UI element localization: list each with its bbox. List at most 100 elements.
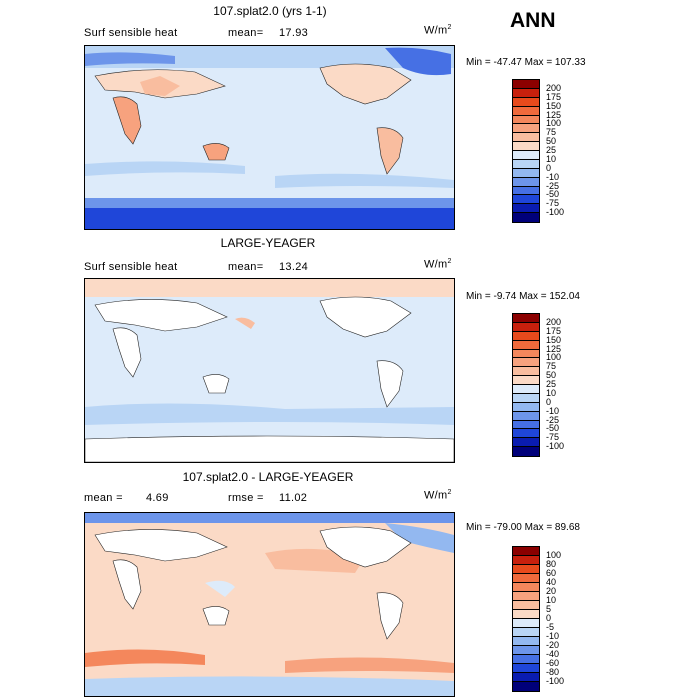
colorbar-tick-label: 0 — [546, 162, 552, 173]
colorbar-tick-label: 75 — [546, 361, 557, 372]
colorbar-swatch — [513, 88, 539, 98]
colorbar-swatch — [513, 168, 539, 178]
colorbar-swatch — [513, 349, 539, 359]
panel-3-colorbar — [512, 546, 540, 692]
colorbar-swatch — [513, 80, 539, 89]
colorbar-swatch — [513, 592, 539, 601]
colorbar-tick-label: -5 — [546, 622, 555, 632]
colorbar-tick-label: -10 — [546, 171, 560, 182]
colorbar-tick-label: 150 — [546, 334, 562, 345]
colorbar-tick-label: 0 — [546, 613, 552, 623]
colorbar-swatch — [513, 142, 539, 151]
panel-2-units: W/m2 — [424, 258, 452, 271]
colorbar-tick-label: -60 — [546, 658, 560, 668]
colorbar-tick-label: 0 — [546, 396, 552, 407]
panel-2-variable-label: Surf sensible heat — [84, 261, 178, 273]
panel-1-variable-label: Surf sensible heat — [84, 27, 178, 39]
panel-3-min-max: Min = -79.00 Max = 89.68 — [466, 522, 580, 533]
colorbar-swatch — [513, 447, 539, 456]
colorbar-swatch — [513, 682, 539, 691]
colorbar-swatch — [513, 177, 539, 187]
colorbar-swatch — [513, 376, 539, 385]
colorbar-swatch — [513, 429, 539, 439]
colorbar-swatch — [513, 159, 539, 169]
panel-2-colorbar — [512, 313, 540, 457]
colorbar-tick-label: 200 — [546, 82, 562, 93]
colorbar-swatch — [513, 664, 539, 673]
panel-3-map — [84, 512, 455, 697]
colorbar-swatch — [513, 556, 539, 565]
colorbar-swatch — [513, 367, 539, 377]
colorbar-tick-label: 20 — [546, 586, 557, 596]
panel-3-title: 107.splat2.0 - LARGE-YEAGER — [182, 470, 354, 484]
colorbar-swatch — [513, 115, 539, 125]
colorbar-swatch — [513, 195, 539, 205]
colorbar-swatch — [513, 619, 539, 628]
colorbar-swatch — [513, 314, 539, 323]
colorbar-tick-label: -80 — [546, 667, 560, 677]
colorbar-swatch — [513, 133, 539, 143]
colorbar-swatch — [513, 438, 539, 448]
panel-1-min-max: Min = -47.47 Max = 107.33 — [466, 57, 586, 68]
panel-1-title: 107.splat2.0 (yrs 1-1) — [213, 4, 327, 18]
colorbar-tick-label: -25 — [546, 414, 560, 425]
colorbar-tick-label: -25 — [546, 180, 560, 191]
colorbar-swatch — [513, 322, 539, 332]
colorbar-tick-label: 5 — [546, 604, 552, 614]
colorbar-tick-label: -75 — [546, 198, 560, 209]
colorbar-tick-label: 175 — [546, 91, 562, 102]
colorbar-swatch — [513, 411, 539, 421]
colorbar-swatch — [513, 655, 539, 664]
panel-3-rmse-label: rmse = — [228, 492, 264, 504]
colorbar-swatch — [513, 628, 539, 637]
colorbar-tick-label: 10 — [546, 595, 557, 605]
colorbar-swatch — [513, 97, 539, 107]
colorbar-tick-label: 10 — [546, 387, 557, 398]
colorbar-swatch — [513, 646, 539, 655]
colorbar-tick-label: 40 — [546, 577, 557, 587]
colorbar-tick-label: 125 — [546, 109, 562, 120]
season-label: ANN — [510, 9, 556, 32]
panel-1-colorbar — [512, 79, 540, 223]
colorbar-tick-label: -10 — [546, 405, 560, 416]
colorbar-swatch — [513, 565, 539, 574]
panel-3-units: W/m2 — [424, 489, 452, 502]
colorbar-swatch — [513, 204, 539, 214]
panel-1-mean-label: mean= — [228, 27, 264, 39]
colorbar-swatch — [513, 610, 539, 619]
colorbar-swatch — [513, 358, 539, 368]
colorbar-swatch — [513, 402, 539, 412]
panel-3-mean-label: mean = — [84, 492, 123, 504]
colorbar-tick-label: -75 — [546, 432, 560, 443]
colorbar-swatch — [513, 186, 539, 196]
colorbar-tick-label: -100 — [546, 441, 565, 452]
colorbar-swatch — [513, 151, 539, 160]
colorbar-tick-label: 80 — [546, 559, 557, 569]
colorbar-swatch — [513, 420, 539, 430]
colorbar-tick-label: 125 — [546, 343, 562, 354]
colorbar-swatch — [513, 213, 539, 222]
colorbar-tick-label: 150 — [546, 100, 562, 111]
colorbar-tick-label: -50 — [546, 189, 560, 200]
colorbar-tick-label: -20 — [546, 640, 560, 650]
colorbar-tick-label: 50 — [546, 370, 557, 381]
colorbar-tick-label: -100 — [546, 207, 565, 218]
colorbar-swatch — [513, 340, 539, 350]
colorbar-tick-label: 50 — [546, 136, 557, 147]
colorbar-swatch — [513, 574, 539, 583]
colorbar-swatch — [513, 673, 539, 682]
panel-2-mean-label: mean= — [228, 261, 264, 273]
colorbar-swatch — [513, 393, 539, 403]
colorbar-tick-label: -40 — [546, 649, 560, 659]
colorbar-swatch — [513, 331, 539, 341]
panel-1-units: W/m2 — [424, 24, 452, 37]
colorbar-tick-label: -100 — [546, 676, 565, 686]
colorbar-tick-label: -10 — [546, 631, 560, 641]
colorbar-tick-label: 100 — [546, 352, 562, 363]
colorbar-tick-label: 10 — [546, 153, 557, 164]
colorbar-tick-label: -50 — [546, 423, 560, 434]
colorbar-tick-label: 200 — [546, 316, 562, 327]
colorbar-tick-label: 25 — [546, 379, 557, 389]
colorbar-tick-label: 60 — [546, 568, 557, 578]
panel-2-title: LARGE-YEAGER — [220, 236, 316, 250]
